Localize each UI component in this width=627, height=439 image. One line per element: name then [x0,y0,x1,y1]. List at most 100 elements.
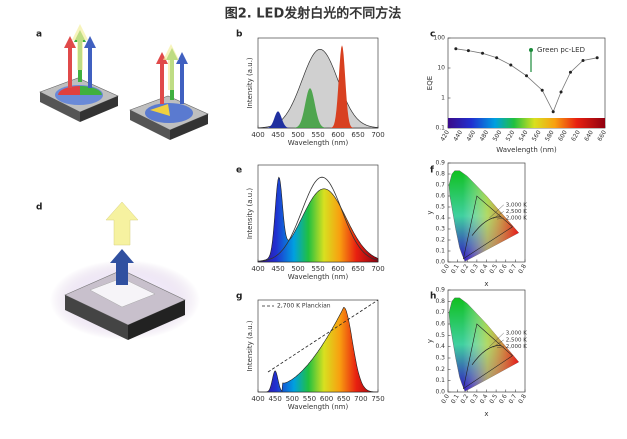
x-tick-label: 400 [251,395,264,403]
x-tick-label: 500 [291,265,304,273]
green-pc-point [529,48,533,52]
x-tick-label: 640 [583,129,595,143]
x-axis-label: Wavelength (nm) [288,139,349,147]
panel-label: h [430,292,436,302]
annotation-leader [489,332,504,347]
planckian-locus [471,345,501,366]
y-axis-label: Intensity (a.u.) [246,188,254,240]
eqe-point [568,70,572,74]
x-axis-label: Wavelength (nm) [288,273,349,281]
x-tick-label: 0.6 [498,393,509,405]
x-tick-label: 400 [251,265,264,273]
x-tick-label: 0.2 [459,393,470,405]
planckian-locus [471,216,501,236]
eqe-point [481,51,485,55]
y-tick-label: 0.4 [435,215,445,222]
gamut-triangle [462,195,513,260]
x-tick-label: 0.1 [450,263,461,275]
y-tick-label: 0.7 [435,182,445,189]
panel-label: b [236,30,243,40]
eqe-point [454,47,458,51]
y-axis-label: EQE [426,76,434,90]
x-tick-label: 700 [371,131,384,139]
y-tick-label: 0.8 [435,171,445,178]
y-tick-label: 0.5 [435,204,445,211]
y-axis-label: Intensity (a.u.) [246,320,254,372]
x-tick-label: 650 [337,395,350,403]
x-tick-label: 440 [452,129,464,143]
gamut-triangle [462,323,513,390]
y-tick-label: 0.1 [435,125,445,132]
eqe-curve [455,48,598,113]
eqe-point [595,56,599,60]
x-axis-label: x [484,280,488,288]
x-tick-label: 0.5 [488,263,499,275]
device-illustration-d [50,201,200,340]
reference-curve [257,176,379,262]
annotation-leader [497,217,504,220]
x-tick-label: 0.7 [508,393,519,405]
x-tick-label: 560 [531,129,543,143]
x-tick-label: 450 [271,265,284,273]
green-peak [258,88,378,128]
x-tick-label: 0.3 [469,393,480,405]
y-tick-label: 0.9 [435,287,445,294]
figure-title: 图2. LED发射白光的不同方法 [225,6,401,22]
eqe-point [525,74,528,78]
annotation: 2,500 K [506,209,527,215]
panel-label: f [430,166,434,176]
x-tick-label: 540 [518,129,530,143]
y-tick-label: 0.3 [435,355,445,362]
annotation: 2,000 K [506,344,527,350]
y-tick-label: 0.3 [435,226,445,233]
x-tick-label: 620 [570,129,582,143]
y-tick-label: 0.7 [435,309,445,316]
x-tick-label: 650 [351,131,364,139]
x-tick-label: 0.5 [488,393,499,405]
x-tick-label: 0.8 [517,393,528,405]
eqe-point [559,90,563,94]
color-bar [448,118,605,128]
x-tick-label: 750 [371,395,384,403]
x-tick-label: 500 [492,129,504,143]
x-tick-label: 580 [544,129,556,143]
x-axis-label: x [484,410,488,418]
eqe-point [581,59,585,62]
x-tick-label: 0.0 [440,263,451,275]
y-tick-label: 0.0 [435,259,445,266]
x-tick-label: 460 [465,129,477,143]
y-tick-label: 1 [441,95,445,102]
x-tick-label: 500 [291,131,304,139]
annotation-leader [489,204,504,219]
x-tick-label: 420 [439,129,451,143]
x-tick-label: 700 [371,265,384,273]
x-tick-label: 520 [505,129,517,143]
cie-diagram-overlay [449,297,519,392]
y-tick-label: 0.4 [435,343,445,350]
y-tick-label: 0.1 [435,248,445,255]
annotation: 2,500 K [506,337,527,343]
x-tick-label: 500 [286,395,299,403]
y-tick-label: 0.9 [435,160,445,167]
annotation: 3,000 K [506,202,527,208]
blue-peak [258,111,378,128]
x-tick-label: 0.6 [498,263,509,275]
phosphor-spectrum [257,176,379,263]
panel-label: c [430,30,435,40]
x-tick-label: 450 [271,131,284,139]
eqe-point [466,49,470,53]
y-tick-label: 0.5 [435,332,445,339]
x-axis-label: Wavelength (nm) [288,403,349,411]
x-tick-label: 480 [478,129,490,143]
y-tick-label: 0.2 [435,366,445,373]
x-tick-label: 600 [557,129,569,143]
x-tick-label: 0.8 [517,263,528,275]
y-tick-label: 0.2 [435,237,445,244]
eqe-point [509,63,513,67]
y-tick-label: 0.8 [435,298,445,305]
annotation: 2,000 K [506,216,527,222]
y-axis-label: y [426,210,434,214]
x-tick-label: 550 [311,265,324,273]
